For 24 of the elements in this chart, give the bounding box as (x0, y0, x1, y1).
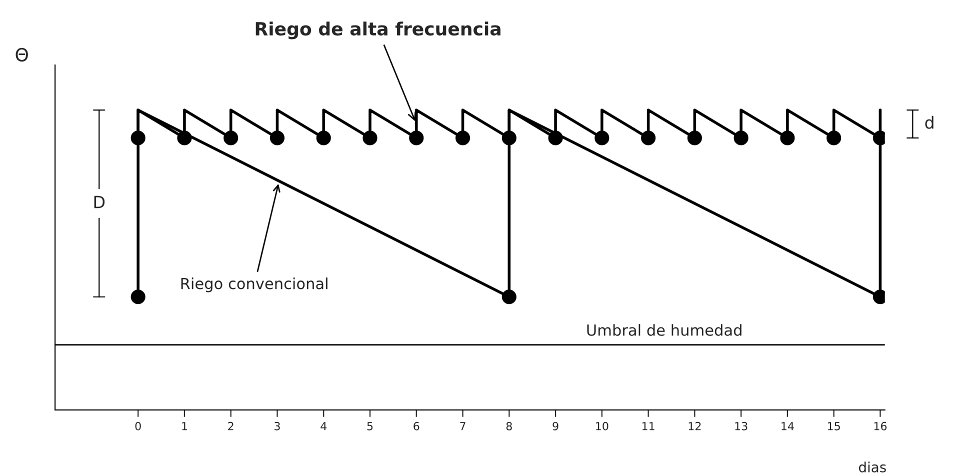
text: Riego convencional (181, 277, 328, 292)
x-tick-label: 10 (596, 422, 608, 430)
x-tick-label: 16 (874, 422, 887, 430)
x-tick-label: 12 (688, 422, 701, 430)
x-tick-label: 0 (135, 422, 141, 430)
x-tick-label: 8 (506, 422, 512, 430)
x-tick-label: 6 (414, 422, 420, 430)
ref-line-label: Umbral de humedad (587, 324, 742, 336)
x-tick-label: 1 (182, 422, 187, 430)
x-tick-label: 15 (828, 422, 840, 430)
x-tick-label: 5 (367, 422, 373, 430)
x-tick-label: 9 (552, 422, 558, 430)
y-axis-title: Θ (16, 48, 28, 62)
x-tick-label: 13 (735, 422, 748, 430)
annotation: D (94, 196, 105, 208)
text: d (925, 116, 934, 129)
x-tick-label: 14 (782, 422, 794, 430)
x-tick-label: 3 (274, 422, 280, 430)
x-axis-title: dias (858, 462, 886, 472)
text: Riego de alta frecuencia (256, 22, 500, 40)
x-tick-label: 11 (642, 422, 654, 430)
x-tick-label: 7 (460, 422, 466, 430)
x-tick-label: 2 (228, 422, 234, 430)
x-tick-label: 4 (320, 422, 327, 430)
